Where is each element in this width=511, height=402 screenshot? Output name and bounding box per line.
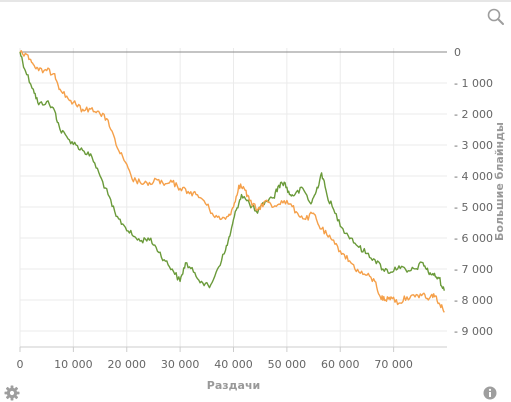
series-line-1 [19,50,445,313]
y-tick-label: - 5 000 [454,201,493,214]
x-tick-label: 0 [17,358,24,371]
y-tick-label: - 9 000 [454,325,493,338]
gear-icon[interactable] [4,385,20,401]
x-tick-label: 50 000 [268,358,307,371]
x-tick-label: 70 000 [374,358,413,371]
vertical-grid [19,48,395,347]
magnifier-icon[interactable] [486,7,506,27]
y-tick-label: - 1 000 [454,77,493,90]
y-tick-label: - 6 000 [454,232,493,245]
y-tick-label: - 7 000 [454,263,493,276]
y-axis-ticks: 0 - 1 000 - 2 000 - 3 000 - 4 000 - 5 000 - 6 … [454,46,493,338]
x-tick-label: 10 000 [54,358,93,371]
y-axis-title: Большие блайнды [493,122,506,241]
x-tick-label: 20 000 [108,358,147,371]
x-tick-label: 40 000 [214,358,253,371]
series-group [19,50,445,313]
y-tick-label: 0 [454,46,461,59]
y-tick-label: - 8 000 [454,294,493,307]
series-line-0 [19,51,445,291]
top-border [0,0,511,2]
x-axis-ticks: 0 10 000 20 000 30 000 40 000 50 000 60 000 70 … [17,347,413,371]
y-tick-label: - 4 000 [454,170,493,183]
x-tick-label: 60 000 [321,358,360,371]
y-tick-label: - 3 000 [454,139,493,152]
x-tick-label: 30 000 [161,358,200,371]
x-axis-title: Раздачи [207,379,260,392]
y-tick-label: - 2 000 [454,108,493,121]
info-icon[interactable] [483,386,497,400]
